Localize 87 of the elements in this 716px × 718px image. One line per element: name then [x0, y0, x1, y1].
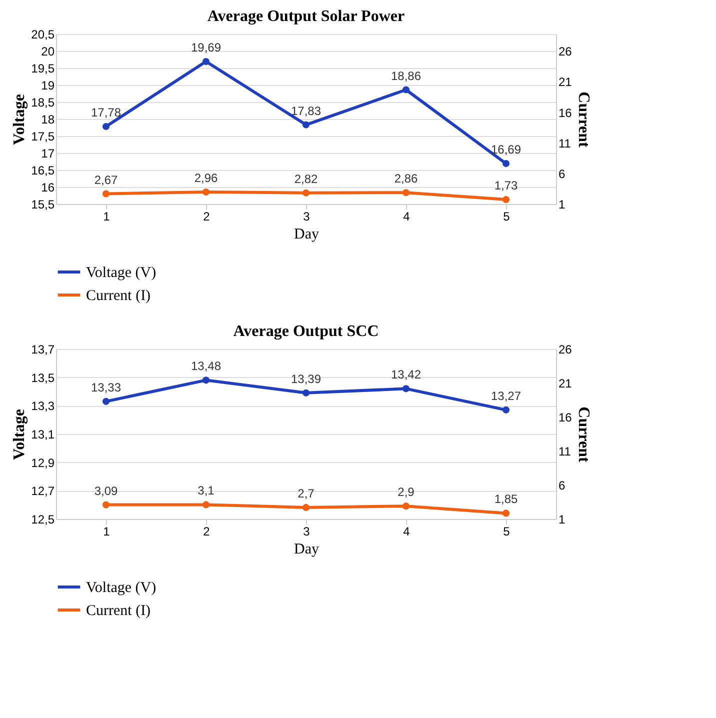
data-label: 3,1 — [198, 484, 215, 498]
data-label: 13,33 — [90, 380, 122, 394]
y2-tick-label: 11 — [558, 444, 572, 458]
x-tick-label: 1 — [103, 210, 110, 224]
x-axis-title: Day — [294, 226, 320, 242]
y-tick-label: 12,5 — [31, 512, 55, 526]
legend-label: Voltage (V) — [86, 265, 156, 281]
data-label: 18,86 — [390, 68, 422, 83]
y2-tick-label: 1 — [558, 198, 566, 212]
y-tick-label: 19,5 — [31, 62, 55, 76]
point — [402, 86, 410, 94]
y-tick-label: 19 — [41, 78, 55, 92]
point — [102, 501, 110, 508]
data-label: 2,7 — [298, 486, 315, 500]
data-label: 13,39 — [290, 372, 322, 386]
y-tick-label: 17 — [41, 146, 55, 160]
data-label: 1,73 — [494, 178, 518, 193]
x-tick-label: 5 — [503, 524, 510, 538]
y2-tick-label: 11 — [558, 136, 572, 150]
y2-axis-title: Current — [574, 406, 592, 464]
data-label: 2,96 — [194, 171, 218, 186]
data-label: 13,48 — [190, 359, 222, 374]
point — [502, 160, 510, 168]
y2-tick-label: 26 — [558, 342, 572, 356]
data-label: 1,85 — [494, 492, 518, 506]
y2-axis-title: Current — [574, 92, 592, 148]
legend-label: Current (I) — [86, 603, 151, 619]
y-tick-label: 20 — [41, 44, 55, 58]
y2-tick-label: 16 — [558, 106, 572, 120]
chart-title: Average Output Solar Power — [207, 8, 405, 25]
y-tick-label: 13,1 — [31, 428, 55, 442]
y-tick-label: 13,7 — [31, 342, 55, 356]
data-label: 17,78 — [90, 105, 122, 120]
x-tick-label: 3 — [303, 210, 310, 224]
point — [202, 376, 210, 384]
point — [502, 510, 510, 517]
point — [102, 122, 110, 130]
y-axis-title: Voltage — [11, 94, 28, 145]
y2-tick-label: 21 — [558, 75, 572, 90]
y-tick-label: 12,9 — [31, 456, 55, 470]
y-tick-label: 20,5 — [31, 28, 55, 42]
point — [302, 121, 310, 128]
data-label: 2,67 — [94, 172, 118, 187]
y-tick-label: 16 — [41, 180, 55, 194]
y2-tick-label: 6 — [558, 166, 566, 181]
data-label: 2,86 — [394, 172, 418, 186]
y2-tick-label: 26 — [558, 44, 572, 59]
data-label: 13,42 — [390, 368, 422, 382]
y-tick-label: 18,5 — [31, 96, 55, 110]
y-tick-label: 15,5 — [31, 198, 55, 212]
y-axis-title: Voltage — [11, 409, 28, 460]
data-label: 17,83 — [290, 104, 322, 118]
x-tick-label: 1 — [103, 524, 110, 538]
legend-label: Current (I) — [86, 288, 151, 304]
y-tick-label: 13,5 — [31, 370, 55, 385]
point — [502, 406, 510, 414]
point — [202, 58, 210, 66]
y-tick-label: 17,5 — [31, 130, 55, 144]
y2-tick-label: 16 — [558, 410, 572, 424]
y-tick-label: 13,3 — [31, 399, 55, 414]
x-tick-label: 4 — [403, 210, 410, 224]
x-axis-title: Day — [294, 542, 320, 558]
data-label: 2,9 — [398, 485, 415, 500]
x-tick-label: 3 — [303, 524, 310, 538]
chart-title: Average Output SCC — [233, 323, 379, 340]
y-tick-label: 12,7 — [31, 484, 55, 498]
data-label: 16,69 — [490, 142, 522, 157]
point — [402, 502, 410, 510]
data-label: 13,27 — [490, 388, 522, 403]
x-tick-label: 5 — [503, 210, 510, 224]
data-label: 2,82 — [294, 172, 318, 186]
x-tick-label: 4 — [403, 524, 410, 538]
y2-tick-label: 21 — [558, 376, 572, 390]
data-label: 19,69 — [190, 40, 222, 55]
point — [402, 385, 410, 392]
point — [202, 501, 210, 508]
x-tick-label: 2 — [203, 524, 210, 538]
legend-label: Voltage (V) — [86, 580, 156, 596]
y2-tick-label: 1 — [558, 512, 566, 526]
x-tick-label: 2 — [203, 210, 210, 224]
data-label: 3,09 — [94, 484, 118, 498]
point — [102, 398, 110, 405]
point — [302, 389, 310, 396]
y2-tick-label: 6 — [558, 478, 566, 492]
y-tick-label: 18 — [41, 112, 55, 126]
point — [302, 504, 310, 511]
y-tick-label: 16,5 — [31, 164, 55, 178]
